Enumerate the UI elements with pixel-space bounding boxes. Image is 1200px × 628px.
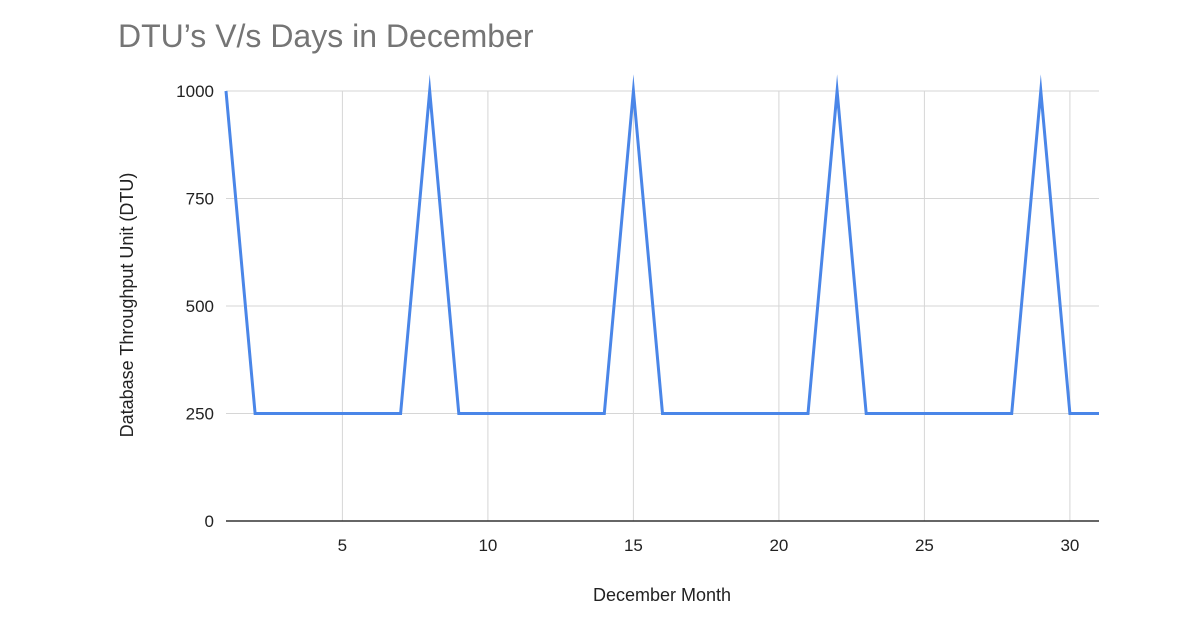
x-tick-label: 25 (915, 536, 934, 555)
x-tick-label: 20 (769, 536, 788, 555)
x-axis-title: December Month (593, 585, 731, 605)
y-tick-label: 750 (186, 190, 214, 209)
y-tick-label: 1000 (176, 82, 214, 101)
x-tick-label: 15 (624, 536, 643, 555)
y-axis-title: Database Throughput Unit (DTU) (117, 173, 137, 438)
chart-title: DTU’s V/s Days in December (118, 18, 534, 54)
x-tick-label: 5 (338, 536, 347, 555)
y-tick-label: 500 (186, 297, 214, 316)
y-tick-label: 0 (205, 512, 214, 531)
series-layer (224, 74, 1099, 415)
x-tick-label: 10 (478, 536, 497, 555)
series-line (224, 74, 1099, 415)
tick-labels: 0 250 500 750 1000 5 10 15 20 25 30 (176, 82, 1079, 555)
x-tick-label: 30 (1060, 536, 1079, 555)
grid (226, 90, 1099, 521)
y-tick-label: 250 (186, 405, 214, 424)
